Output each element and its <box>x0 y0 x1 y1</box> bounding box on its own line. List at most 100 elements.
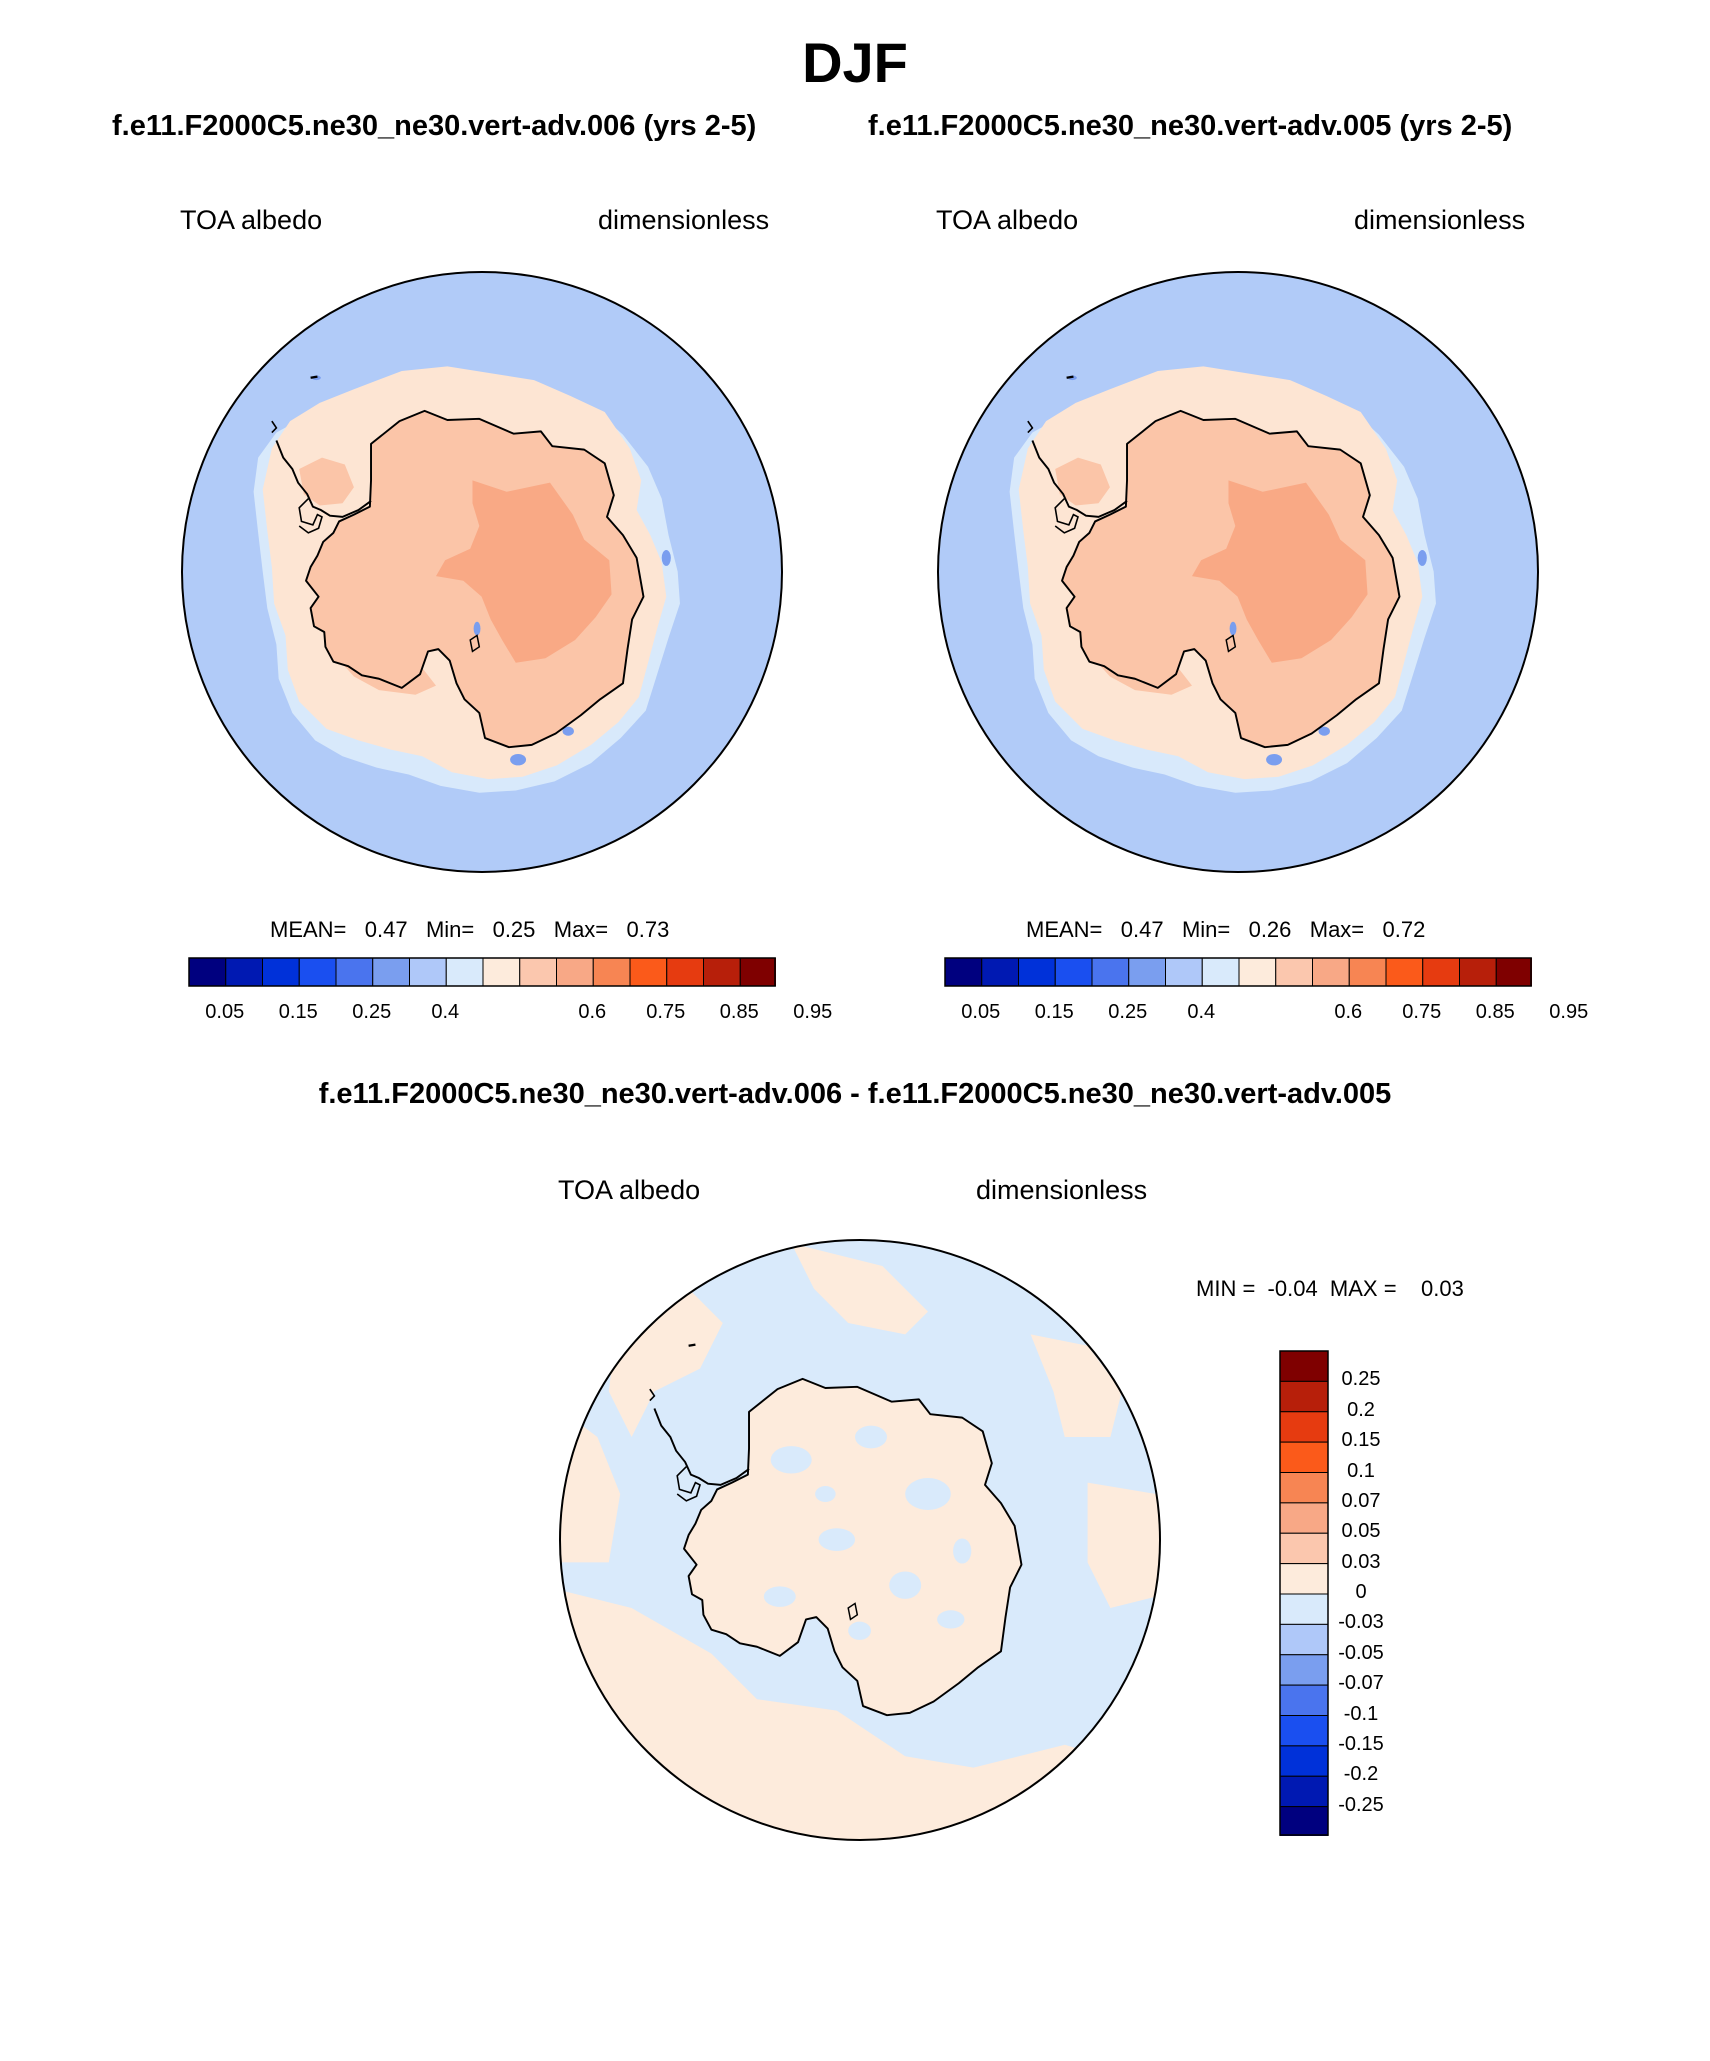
negative-difference-patch <box>889 1571 922 1599</box>
colorbar-box <box>1422 957 1460 987</box>
colorbar-box <box>666 957 704 987</box>
colorbar-tick-label: 0.15 <box>1034 1001 1074 1023</box>
negative-difference-patch <box>905 1478 951 1510</box>
diff-colorbar-box <box>1279 1684 1329 1716</box>
low-albedo-spot <box>1229 621 1237 636</box>
diff-colorbar-box <box>1279 1502 1329 1534</box>
panel-1-max-value: 0.73 <box>626 917 670 942</box>
colorbar-box <box>1385 957 1424 987</box>
panel-1-colorbar <box>188 957 776 987</box>
colorbar-box <box>1459 957 1497 987</box>
colorbar-tick-label: 0.05 <box>205 1001 245 1023</box>
low-albedo-spot <box>510 754 527 766</box>
difference-colorbar <box>1279 1350 1329 1836</box>
diff-colorbar-box <box>1279 1745 1329 1777</box>
diff-colorbar-tick-label: -0.25 <box>1338 1793 1384 1816</box>
difference-min-label: MIN = <box>1196 1276 1256 1301</box>
island-coastline <box>469 634 481 653</box>
diff-colorbar-box <box>1279 1654 1329 1686</box>
diff-colorbar-tick-label: -0.07 <box>1338 1672 1384 1695</box>
antarctica-coastline <box>683 1377 1023 1717</box>
negative-difference-patch <box>953 1538 972 1564</box>
map-fill-group <box>182 272 782 872</box>
map-fill-group <box>560 1240 1160 1840</box>
island-coastline <box>847 1602 859 1621</box>
diff-colorbar-frame <box>1279 1350 1329 1836</box>
map-boundary-circle <box>559 1239 1161 1841</box>
panel-1-min-label: Min= <box>425 917 475 942</box>
colorbar-tick-label: 0.85 <box>719 1001 759 1023</box>
colorbar-tick-label: 0.15 <box>278 1001 318 1023</box>
diff-colorbar-tick-label: 0 <box>1355 1581 1367 1603</box>
negative-difference-patch <box>763 1586 796 1607</box>
peninsula-albedo-patch <box>1055 457 1110 506</box>
difference-max-value: 0.03 <box>1421 1276 1464 1301</box>
diff-colorbar-box <box>1279 1775 1329 1808</box>
east-antarctic-plateau <box>436 480 612 663</box>
colorbar-box <box>1275 957 1313 987</box>
colorbar-frame <box>188 957 776 987</box>
panel-1-mean-value: 0.47 <box>364 917 408 942</box>
peninsula-island-coastline <box>676 1466 701 1502</box>
island-coastline <box>1225 634 1237 653</box>
colorbar-tick-label: 0.4 <box>1187 1001 1216 1023</box>
colorbar-box <box>1018 957 1056 987</box>
antarctica-coastline <box>1061 409 1401 749</box>
negative-difference-patch <box>937 1610 965 1629</box>
diff-colorbar-tick-label: 0.25 <box>1341 1368 1381 1391</box>
panel-1-max-label: Max= <box>553 917 609 942</box>
colorbar-tick-label: 0.85 <box>1475 1001 1515 1023</box>
map-boundary-circle <box>937 271 1539 873</box>
diff-colorbar-box <box>1279 1441 1329 1473</box>
peninsula-island-coastline <box>1054 498 1079 534</box>
colorbar-box <box>1312 957 1350 987</box>
colorbar-box <box>1054 957 1093 987</box>
peninsula-island-coastline <box>298 498 323 534</box>
colorbar-box <box>409 957 447 987</box>
peninsula-coastline <box>275 440 372 518</box>
colorbar-box <box>1128 957 1166 987</box>
panel-2-units-label: dimensionless <box>1354 205 1526 235</box>
diff-colorbar-box <box>1279 1623 1329 1656</box>
colorbar-tick-label: 0.75 <box>646 1001 686 1023</box>
peninsula-albedo-patch <box>299 457 354 506</box>
diff-colorbar-box <box>1279 1532 1329 1565</box>
colorbar-box <box>335 957 374 987</box>
map-fill-group <box>938 272 1538 872</box>
panel-2-mean-value: 0.47 <box>1120 917 1164 942</box>
diff-colorbar-tick-label: 0.03 <box>1341 1550 1381 1573</box>
colorbar-box <box>188 957 227 987</box>
diff-colorbar-box <box>1279 1806 1329 1836</box>
panel-2-mean-label: MEAN= <box>1026 917 1103 942</box>
panel-2-case-title: f.e11.F2000C5.ne30_ne30.vert-adv.005 (yr… <box>868 110 1513 142</box>
colorbar-tick-label: 0.25 <box>352 1001 392 1023</box>
east-antarctic-plateau <box>1192 480 1368 663</box>
positive-difference-region <box>1087 1482 1160 1608</box>
south-georgia-coastline <box>310 375 318 379</box>
map-boundary-circle <box>181 271 783 873</box>
south-shetland-coastline <box>271 420 278 434</box>
colorbar-tick-label: 0.6 <box>578 1001 607 1023</box>
low-albedo-spot <box>1266 754 1283 766</box>
colorbar-box <box>981 957 1019 987</box>
negative-difference-patch <box>815 1486 836 1502</box>
difference-max-label: MAX = <box>1329 1276 1397 1301</box>
colorbar-tick-label: 0.75 <box>1402 1001 1442 1023</box>
colorbar-box <box>629 957 668 987</box>
diff-colorbar-tick-label: -0.03 <box>1338 1611 1384 1634</box>
colorbar-box <box>1165 957 1203 987</box>
main-title: DJF <box>802 31 908 94</box>
south-georgia-coastline <box>688 1343 696 1347</box>
difference-variable-label: TOA albedo <box>558 1175 701 1205</box>
difference-polar-map <box>559 1239 1161 1841</box>
diff-colorbar-box <box>1279 1563 1329 1595</box>
colorbar-box <box>372 957 410 987</box>
diff-colorbar-tick-label: 0.1 <box>1347 1459 1375 1482</box>
positive-difference-region <box>1030 1334 1122 1437</box>
diff-colorbar-tick-label: -0.2 <box>1343 1763 1379 1786</box>
negative-difference-patch <box>818 1528 856 1551</box>
colorbar-box <box>298 957 337 987</box>
south-georgia-coastline <box>1066 375 1074 379</box>
colorbar-box <box>1091 957 1130 987</box>
colorbar-tick-label: 0.25 <box>1108 1001 1148 1023</box>
